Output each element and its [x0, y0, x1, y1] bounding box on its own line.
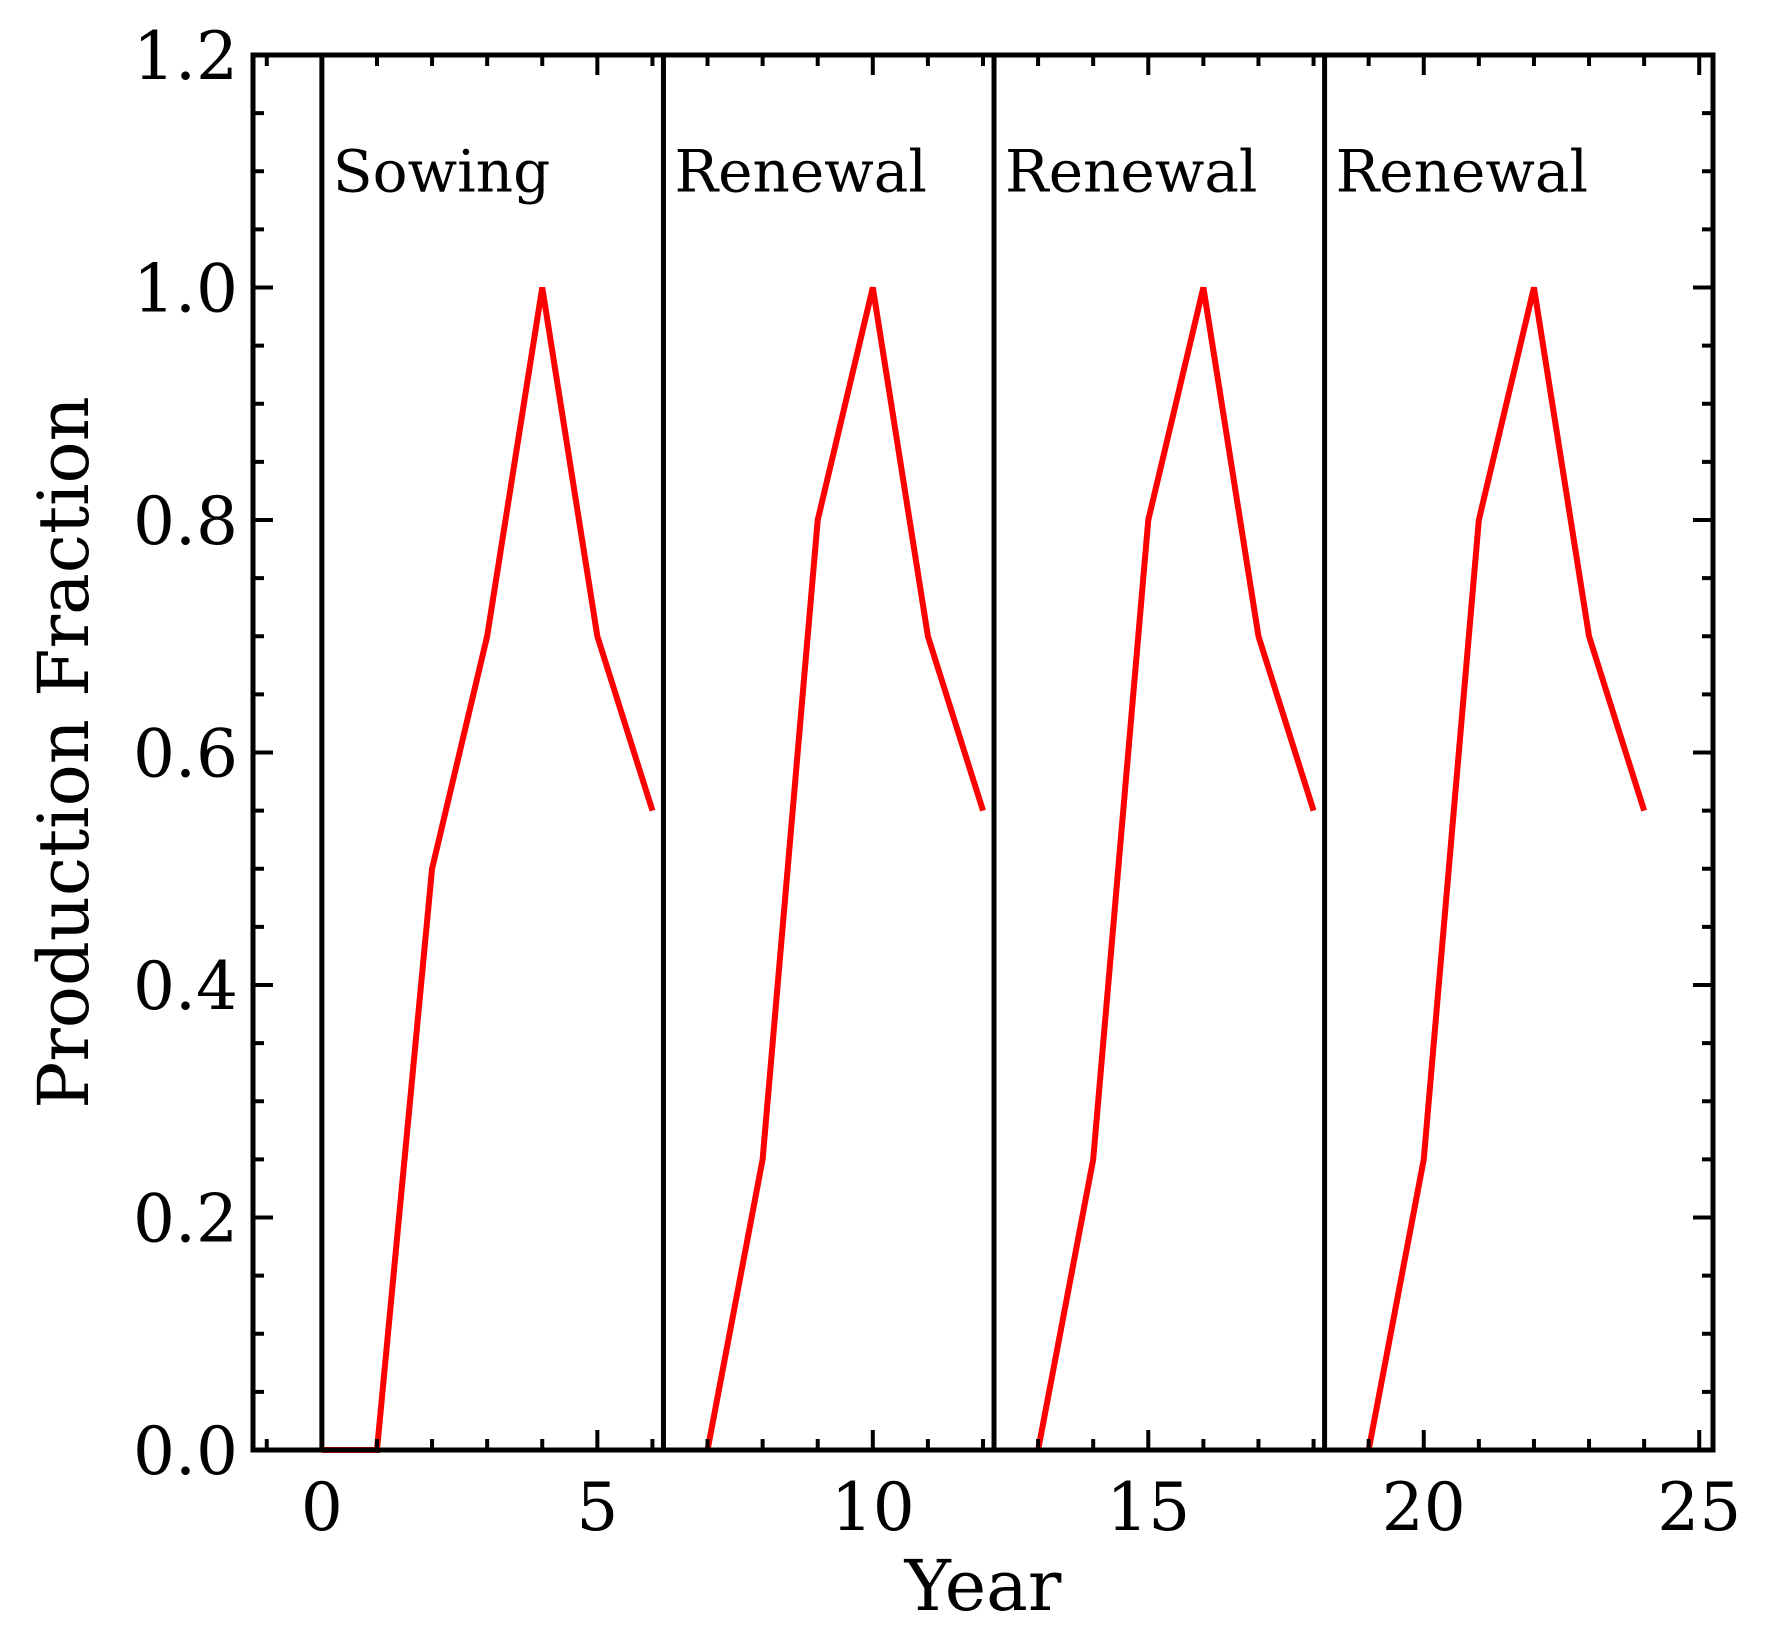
x-tick-label-0: 0 [301, 1469, 343, 1546]
y-tick-label-3: 0.6 [133, 716, 238, 793]
y-tick-label-0: 0.0 [133, 1413, 238, 1490]
y-tick-label-1: 0.2 [133, 1181, 238, 1258]
x-tick-label-5: 25 [1657, 1469, 1741, 1546]
phase-label-1: Renewal [674, 137, 926, 205]
tick-labels: 0 5 10 15 20 25 0.0 0.2 0.4 0.6 0.8 1.0 1.2 [133, 18, 1741, 1546]
x-tick-label-2: 10 [831, 1469, 915, 1546]
phase-label-3: Renewal [1336, 137, 1588, 205]
x-tick-label-1: 5 [576, 1469, 618, 1546]
y-axis-label: Production Fraction [23, 396, 105, 1109]
phase-label-2: Renewal [1005, 137, 1257, 205]
y-tick-label-6: 1.2 [133, 18, 238, 95]
series-line-2 [1035, 286, 1317, 1451]
series-line-1 [704, 286, 986, 1451]
y-tick-label-5: 1.0 [133, 251, 238, 328]
y-tick-label-2: 0.4 [133, 948, 238, 1025]
x-tick-label-4: 20 [1382, 1469, 1466, 1546]
phase-labels: Sowing Renewal Renewal Renewal [333, 137, 1588, 205]
phase-label-0: Sowing [333, 137, 550, 205]
x-tick-label-3: 15 [1106, 1469, 1190, 1546]
phase-boundaries [319, 55, 1328, 1450]
x-axis-label: Year [904, 1545, 1062, 1627]
plot-frame [250, 52, 1716, 1453]
y-tick-label-4: 0.8 [133, 483, 238, 560]
series-line-3 [1365, 286, 1647, 1451]
